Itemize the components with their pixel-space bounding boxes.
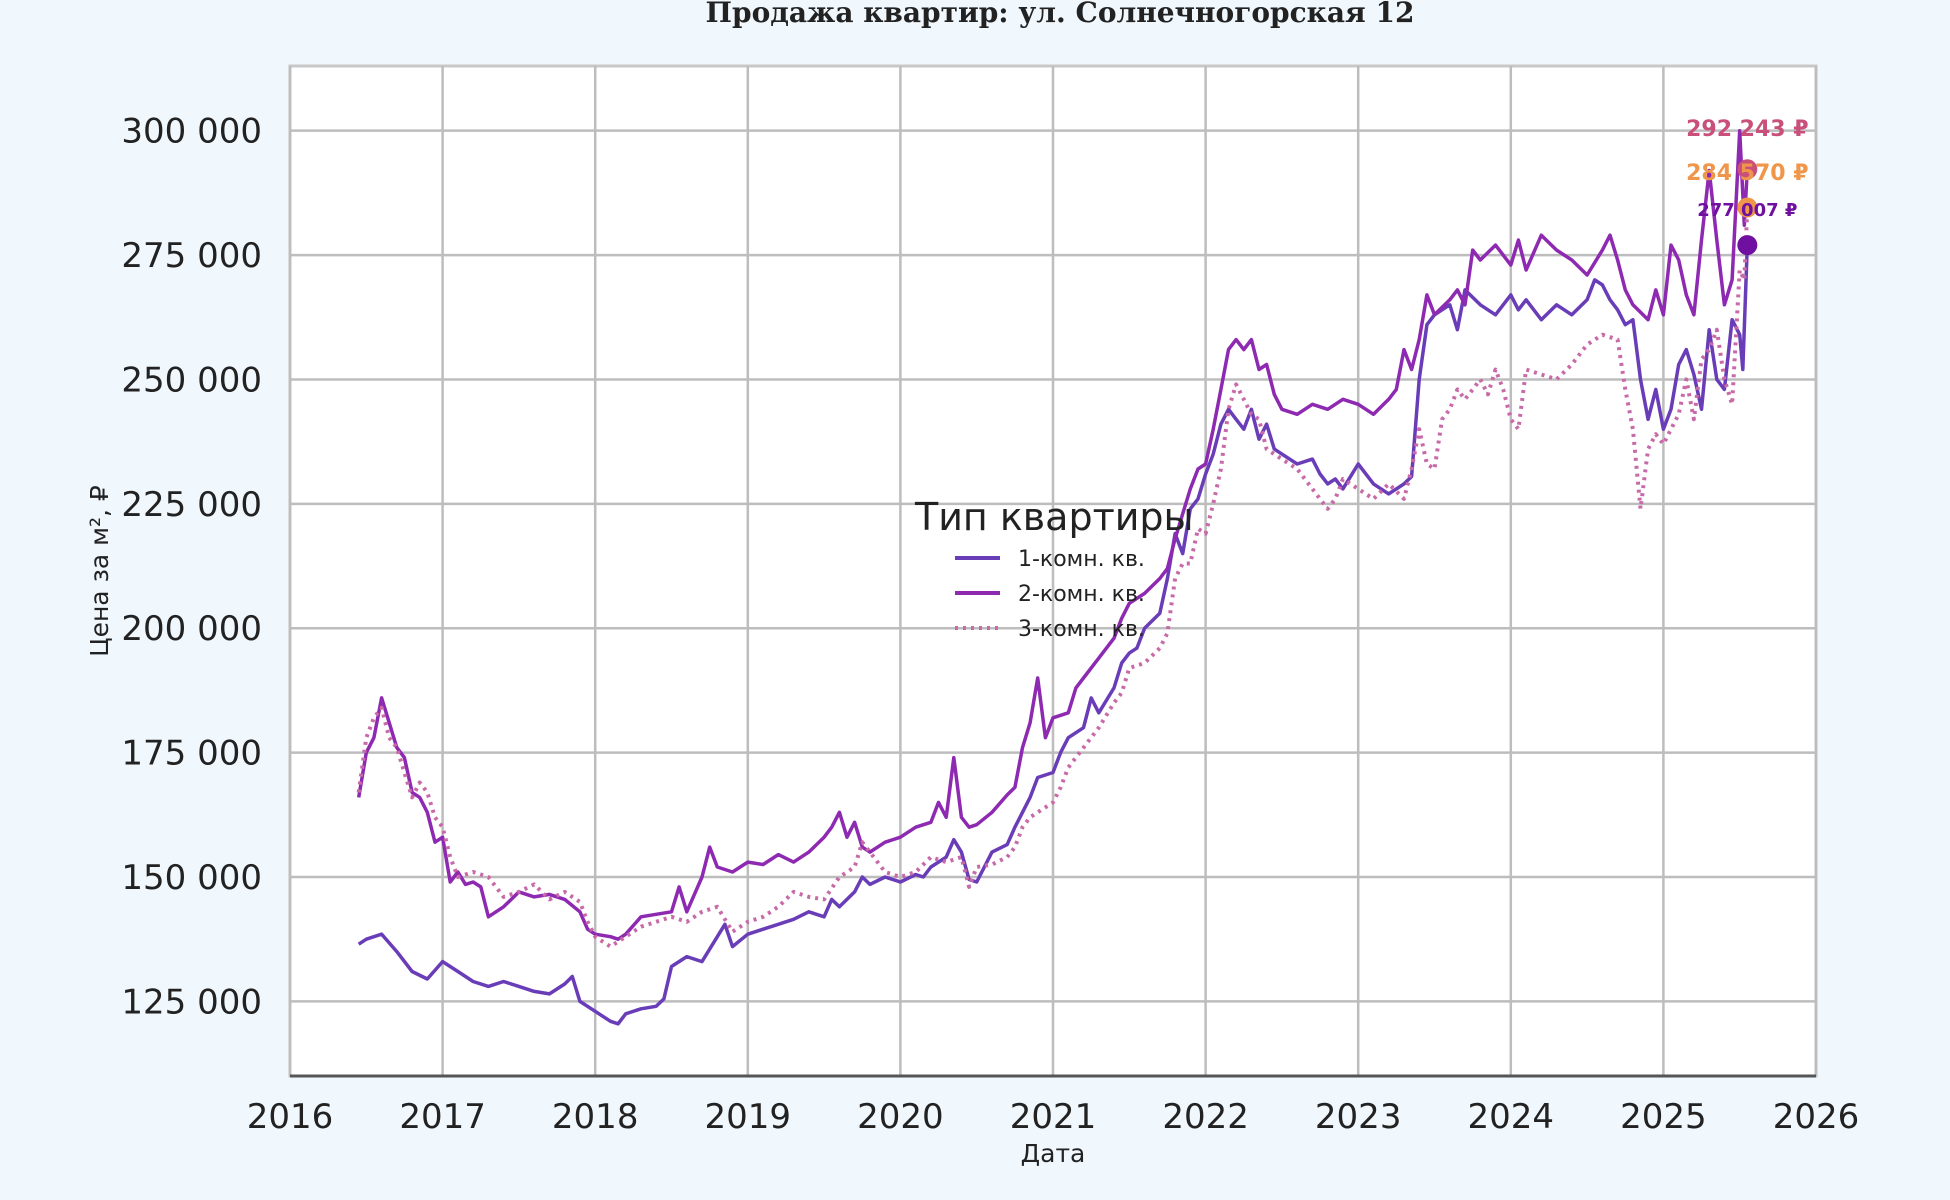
x-tick-label: 2018 bbox=[552, 1097, 639, 1137]
chart-title: Продажа квартир: ул. Солнечногорская 12 bbox=[706, 0, 1415, 29]
end-markers: 292 243 ₽ 284 570 ₽ 277 007 ₽ bbox=[1686, 117, 1809, 256]
y-tick-label: 200 000 bbox=[121, 609, 262, 649]
axis-ticks: 2016 2017 2018 2019 2020 2021 2022 2023 2024 2025… bbox=[121, 112, 1859, 1137]
x-tick-label: 2017 bbox=[399, 1097, 486, 1137]
x-tick-label: 2024 bbox=[1468, 1097, 1555, 1137]
legend: Тип квартиры 1-комн. кв. 2-комн. кв. 3-ком… bbox=[914, 495, 1194, 642]
x-tick-label: 2021 bbox=[1010, 1097, 1097, 1137]
x-tick-label: 2020 bbox=[857, 1097, 944, 1137]
series-line-3 bbox=[356, 207, 1750, 949]
y-tick-label: 250 000 bbox=[121, 360, 262, 400]
y-tick-label: 150 000 bbox=[121, 858, 262, 898]
x-tick-label: 2026 bbox=[1773, 1097, 1860, 1137]
end-marker-dot bbox=[1737, 235, 1758, 256]
x-tick-label: 2022 bbox=[1162, 1097, 1249, 1137]
end-marker-label: 292 243 ₽ bbox=[1686, 117, 1808, 142]
series-line-1 bbox=[357, 245, 1750, 1026]
y-axis-label: Цена за м², ₽ bbox=[85, 485, 114, 657]
grid bbox=[288, 66, 1818, 1076]
x-axis-label: Дата bbox=[1021, 1139, 1086, 1168]
y-tick-label: 125 000 bbox=[121, 982, 262, 1022]
legend-label: 2-комн. кв. bbox=[1018, 582, 1145, 607]
series-lines bbox=[356, 128, 1750, 1026]
x-tick-label: 2025 bbox=[1620, 1097, 1707, 1137]
legend-label: 3-комн. кв. bbox=[1018, 617, 1145, 642]
series-line-2 bbox=[356, 128, 1750, 941]
y-tick-label: 225 000 bbox=[121, 485, 262, 525]
y-tick-label: 175 000 bbox=[121, 734, 262, 774]
end-marker-label: 284 570 ₽ bbox=[1686, 161, 1808, 186]
legend-title: Тип квартиры bbox=[914, 495, 1194, 539]
end-marker-dot bbox=[1737, 159, 1758, 180]
x-tick-label: 2023 bbox=[1315, 1097, 1402, 1137]
y-tick-label: 300 000 bbox=[121, 112, 262, 152]
end-marker-dot bbox=[1737, 197, 1758, 218]
y-tick-label: 275 000 bbox=[121, 236, 262, 276]
legend-label: 1-комн. кв. bbox=[1018, 547, 1145, 572]
x-tick-label: 2016 bbox=[247, 1097, 334, 1137]
end-marker-label: 277 007 ₽ bbox=[1697, 200, 1797, 221]
x-tick-label: 2019 bbox=[705, 1097, 792, 1137]
